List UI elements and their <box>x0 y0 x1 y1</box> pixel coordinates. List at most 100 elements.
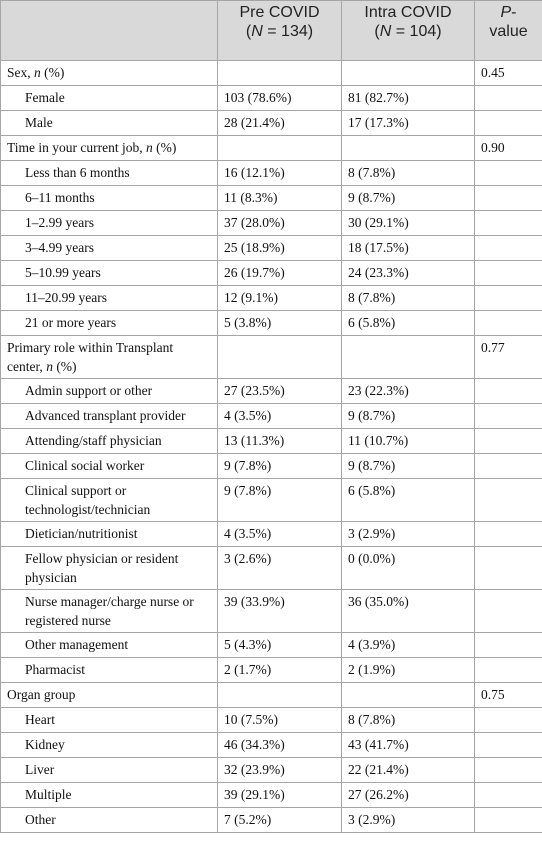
p-value-cell <box>474 782 542 808</box>
table-row: Organ group 0.75 <box>0 682 542 708</box>
table-row: Primary role within Transplant center, n… <box>0 335 542 379</box>
table-row: Heart 10 (7.5%) 8 (7.8%) <box>0 707 542 733</box>
header-cell <box>0 0 218 61</box>
count-cell: 4 (3.5%) <box>217 403 342 429</box>
row-label: Advanced transplant provider <box>0 403 218 429</box>
count-cell: 4 (3.5%) <box>217 521 342 547</box>
table-row: 3–4.99 years 25 (18.9%) 18 (17.5%) <box>0 235 542 261</box>
count-cell: 32 (23.9%) <box>217 757 342 783</box>
count-cell: 12 (9.1%) <box>217 285 342 311</box>
count-cell: 6 (5.8%) <box>341 310 475 336</box>
count-cell <box>341 682 475 708</box>
count-cell: 16 (12.1%) <box>217 160 342 186</box>
p-value-cell <box>474 160 542 186</box>
p-value-cell <box>474 732 542 758</box>
header-line: Pre COVID <box>224 3 335 22</box>
text-segment: Time in your current job, <box>7 140 146 155</box>
count-cell: 22 (21.4%) <box>341 757 475 783</box>
p-value-cell: 0.77 <box>474 335 542 379</box>
table-row: Sex, n (%) 0.45 <box>0 60 542 86</box>
p-value-cell <box>474 521 542 547</box>
row-label: Liver <box>0 757 218 783</box>
p-value-cell <box>474 632 542 658</box>
text-segment: P <box>500 4 512 21</box>
table-row: Less than 6 months 16 (12.1%) 8 (7.8%) <box>0 160 542 186</box>
text-segment: Primary role within Transplant center, <box>7 340 174 374</box>
row-label: Attending/staff physician <box>0 428 218 454</box>
row-label: Nurse manager/charge nurse or registered… <box>0 589 218 633</box>
table-row: Clinical support or technologist/technic… <box>0 478 542 522</box>
count-cell: 28 (21.4%) <box>217 110 342 136</box>
text-segment: N <box>379 23 392 40</box>
p-value-cell <box>474 657 542 683</box>
p-value-cell <box>474 210 542 236</box>
header-cell: Pre COVID (N = 134) <box>217 0 342 61</box>
table-row: Nurse manager/charge nurse or registered… <box>0 589 542 633</box>
text-segment: (%) <box>52 359 77 374</box>
text-segment: - <box>511 4 517 21</box>
count-cell: 3 (2.9%) <box>341 521 475 547</box>
count-cell: 9 (8.7%) <box>341 453 475 479</box>
text-segment: Sex, <box>7 65 34 80</box>
table-row: Clinical social worker 9 (7.8%) 9 (8.7%) <box>0 453 542 479</box>
text-segment: ( <box>245 23 252 40</box>
count-cell: 10 (7.5%) <box>217 707 342 733</box>
count-cell: 2 (1.7%) <box>217 657 342 683</box>
count-cell: 37 (28.0%) <box>217 210 342 236</box>
text-segment: ( <box>374 23 380 40</box>
count-cell: 9 (8.7%) <box>341 185 475 211</box>
row-label: 3–4.99 years <box>0 235 218 261</box>
p-value-cell <box>474 807 542 833</box>
text-segment: n <box>46 359 53 374</box>
count-cell: 8 (7.8%) <box>341 707 475 733</box>
row-label: 1–2.99 years <box>0 210 218 236</box>
table-row: 6–11 months 11 (8.3%) 9 (8.7%) <box>0 185 542 211</box>
header-cell: P-value <box>474 0 542 61</box>
row-label: Male <box>0 110 218 136</box>
count-cell <box>341 335 475 379</box>
text-segment: N <box>251 23 263 40</box>
count-cell: 43 (41.7%) <box>341 732 475 758</box>
text-segment: n <box>34 65 41 80</box>
row-label: Other <box>0 807 218 833</box>
row-label: Heart <box>0 707 218 733</box>
count-cell: 81 (82.7%) <box>341 85 475 111</box>
p-value-cell: 0.90 <box>474 135 542 161</box>
count-cell: 6 (5.8%) <box>341 478 475 522</box>
row-label: Less than 6 months <box>0 160 218 186</box>
p-value-cell <box>474 453 542 479</box>
count-cell: 27 (23.5%) <box>217 378 342 404</box>
count-cell: 25 (18.9%) <box>217 235 342 261</box>
text-segment: = 134) <box>262 23 314 40</box>
text-segment: Intra COVID <box>364 4 452 21</box>
table-row: Liver 32 (23.9%) 22 (21.4%) <box>0 757 542 783</box>
row-label: Pharmacist <box>0 657 218 683</box>
count-cell: 18 (17.5%) <box>341 235 475 261</box>
header-cell: Intra COVID (N = 104) <box>341 0 475 61</box>
count-cell: 5 (3.8%) <box>217 310 342 336</box>
p-value-cell <box>474 260 542 286</box>
text-segment: n <box>146 140 153 155</box>
table-row: Kidney 46 (34.3%) 43 (41.7%) <box>0 732 542 758</box>
count-cell: 39 (33.9%) <box>217 589 342 633</box>
table-row: 5–10.99 years 26 (19.7%) 24 (23.3%) <box>0 260 542 286</box>
row-label: Time in your current job, n (%) <box>0 135 218 161</box>
table-row: Multiple 39 (29.1%) 27 (26.2%) <box>0 782 542 808</box>
count-cell: 13 (11.3%) <box>217 428 342 454</box>
count-cell: 9 (7.8%) <box>217 453 342 479</box>
row-label: Dietician/nutritionist <box>0 521 218 547</box>
row-label: Kidney <box>0 732 218 758</box>
count-cell: 3 (2.9%) <box>341 807 475 833</box>
table-row: Other 7 (5.2%) 3 (2.9%) <box>0 807 542 833</box>
count-cell: 0 (0.0%) <box>341 546 475 590</box>
count-cell: 4 (3.9%) <box>341 632 475 658</box>
count-cell <box>217 682 342 708</box>
header-row: Pre COVID (N = 134) Intra COVID (N = 104) P-… <box>0 0 542 61</box>
count-cell: 30 (29.1%) <box>341 210 475 236</box>
count-cell: 9 (8.7%) <box>341 403 475 429</box>
count-cell <box>217 135 342 161</box>
p-value-cell: 0.45 <box>474 60 542 86</box>
count-cell <box>217 60 342 86</box>
count-cell <box>217 335 342 379</box>
row-label: 6–11 months <box>0 185 218 211</box>
